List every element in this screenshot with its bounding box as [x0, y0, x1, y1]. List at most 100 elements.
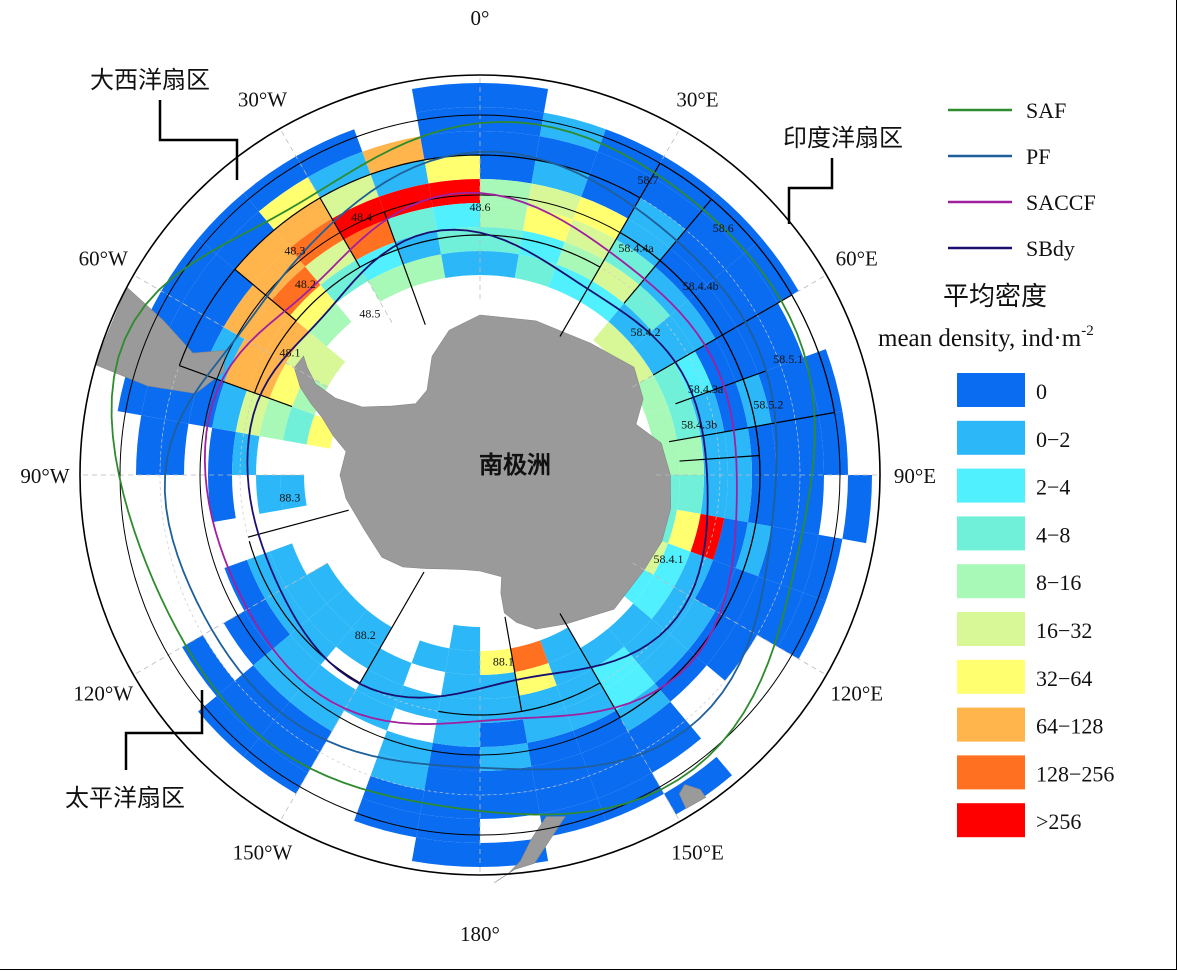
- density-cell: [632, 375, 668, 415]
- longitude-label: 90°E: [894, 464, 936, 488]
- density-cell: [669, 599, 716, 650]
- density-cell: [208, 427, 236, 475]
- ccamlr-outer-circle: [119, 114, 841, 836]
- density-cell: [274, 197, 332, 249]
- density-cell: [633, 575, 674, 619]
- density-cell: [527, 183, 582, 220]
- sector-bracket: [787, 158, 834, 224]
- density-cell: [676, 436, 704, 475]
- density-cell: [795, 415, 824, 475]
- density-cell: [243, 156, 308, 212]
- area-label: 58.6: [713, 221, 734, 235]
- ccamlr-boundary: [383, 211, 426, 325]
- tasmania: [678, 784, 707, 809]
- density-cell: [253, 649, 306, 702]
- density-cell: [523, 207, 574, 242]
- longitude-label: 60°W: [79, 247, 128, 271]
- ccamlr-boundary: [248, 509, 349, 538]
- density-cell: [518, 230, 565, 265]
- density-cell: [706, 623, 758, 681]
- legend-swatch: [957, 373, 1025, 407]
- front-sbdy: [246, 228, 709, 699]
- density-cell: [592, 260, 640, 304]
- density-cell: [306, 346, 346, 387]
- legend-swatch: [957, 659, 1025, 694]
- density-cell: [701, 193, 762, 254]
- density-cell: [370, 159, 429, 197]
- density-cell: [306, 563, 346, 604]
- density-cell: [449, 624, 480, 651]
- density-cell: [232, 431, 260, 475]
- density-cell: [271, 266, 321, 316]
- density-cell: [411, 83, 480, 113]
- longitude-label: 120°E: [830, 682, 883, 706]
- density-cell: [623, 618, 670, 665]
- legend-label: PF: [1026, 144, 1050, 169]
- density-cell: [305, 239, 356, 286]
- density-cell: [280, 475, 307, 510]
- ccamlr-inner-circle: [199, 194, 761, 756]
- density-cell: [700, 431, 728, 475]
- legend-class-label: 64−128: [1036, 714, 1103, 739]
- area-label: 48.2: [295, 277, 316, 291]
- density-cell: [480, 251, 519, 279]
- density-cell: [432, 203, 480, 231]
- legend-label: SBdy: [1026, 236, 1075, 261]
- density-cell: [581, 174, 640, 219]
- density-cell: [652, 156, 717, 212]
- area-label: 48.5: [359, 307, 380, 321]
- density-cell: [441, 671, 480, 699]
- density-cell: [757, 584, 804, 647]
- density-cell: [685, 211, 744, 270]
- area-label: 48.4: [351, 210, 372, 224]
- area-label: 48.6: [470, 200, 491, 214]
- density-cell: [780, 530, 819, 593]
- ccamlr-boundary: [679, 454, 760, 462]
- density-cell: [351, 609, 392, 649]
- density-cell: [667, 398, 701, 441]
- density-cell: [842, 475, 872, 544]
- density-cell: [694, 559, 736, 611]
- legend-label: SACCF: [1026, 190, 1096, 215]
- density-cell: [676, 475, 704, 514]
- density-cell: [286, 331, 327, 375]
- density-cell: [480, 648, 515, 675]
- density-cell: [651, 587, 695, 635]
- density-cell: [480, 83, 549, 113]
- density-cell: [308, 303, 352, 347]
- density-cell: [531, 753, 590, 791]
- density-cell: [305, 664, 356, 711]
- density-cell: [243, 738, 308, 794]
- density-cell: [378, 183, 433, 220]
- density-cell: [480, 695, 524, 723]
- density-cell: [161, 238, 217, 303]
- density-cell: [411, 837, 480, 867]
- ccamlr-boundary: [675, 370, 766, 405]
- density-cell: [535, 136, 598, 175]
- legend-swatch: [957, 420, 1025, 455]
- legend-class-label: >256: [1036, 809, 1081, 834]
- antarctica: [293, 314, 671, 630]
- front-saf: [110, 120, 816, 816]
- legend-class-label: 4−8: [1036, 522, 1070, 547]
- legend-swatch: [957, 755, 1025, 790]
- density-cell: [256, 475, 284, 514]
- area-label: 58.4.4a: [618, 241, 654, 255]
- density-cell: [589, 151, 652, 198]
- density-cell: [436, 227, 480, 255]
- legend-swatch: [957, 803, 1025, 838]
- density-cell: [725, 253, 778, 315]
- legend-class-label: 0−2: [1036, 427, 1070, 452]
- density-cell: [271, 634, 321, 684]
- sector-label-atlantic: 大西洋扇区: [90, 67, 210, 94]
- density-cell: [136, 415, 165, 475]
- density-cell: [564, 689, 616, 731]
- density-cell: [445, 648, 480, 675]
- density-cell: [368, 264, 412, 302]
- density-cell: [403, 254, 446, 288]
- density-cell: [724, 475, 752, 523]
- density-cell: [771, 475, 800, 531]
- ccamlr-boundary: [559, 162, 661, 337]
- density-cell: [198, 193, 259, 254]
- density-cell: [592, 646, 640, 690]
